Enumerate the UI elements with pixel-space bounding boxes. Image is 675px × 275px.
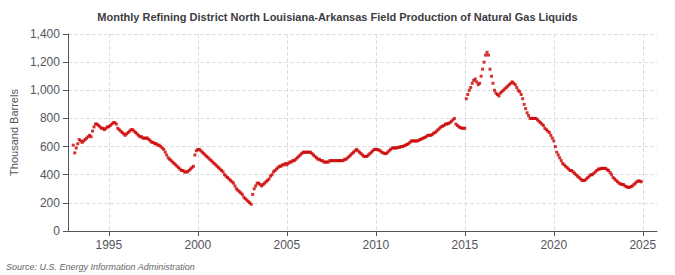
svg-text:Monthly Refining District Nort: Monthly Refining District North Louisian… — [97, 11, 577, 23]
svg-text:2000: 2000 — [184, 238, 211, 252]
svg-text:2015: 2015 — [451, 238, 478, 252]
svg-text:2005: 2005 — [273, 238, 300, 252]
svg-text:400: 400 — [40, 168, 60, 182]
svg-text:1,400: 1,400 — [30, 27, 60, 41]
svg-text:2020: 2020 — [540, 238, 567, 252]
svg-text:600: 600 — [40, 140, 60, 154]
svg-text:Source: U.S. Energy Informatio: Source: U.S. Energy Information Administ… — [6, 262, 195, 272]
svg-text:800: 800 — [40, 111, 60, 125]
svg-text:0: 0 — [53, 224, 60, 238]
svg-text:Thousand Barrels: Thousand Barrels — [8, 89, 20, 176]
svg-text:2025: 2025 — [629, 238, 656, 252]
svg-text:200: 200 — [40, 196, 60, 210]
svg-text:1,200: 1,200 — [30, 55, 60, 69]
svg-text:1,000: 1,000 — [30, 83, 60, 97]
svg-text:2010: 2010 — [362, 238, 389, 252]
svg-text:1995: 1995 — [96, 238, 123, 252]
